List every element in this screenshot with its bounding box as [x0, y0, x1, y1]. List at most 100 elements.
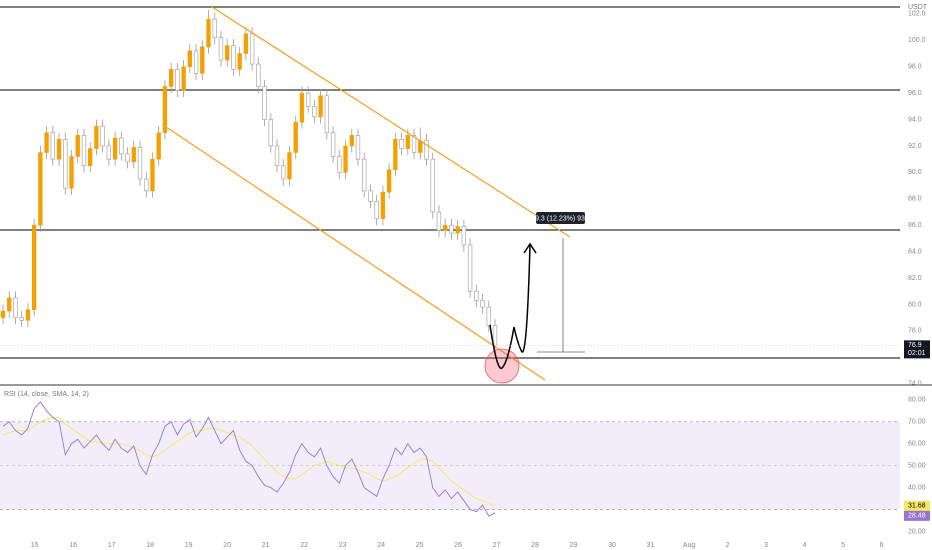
candle-body [443, 224, 448, 231]
y-tick-label: 98.0 [908, 64, 922, 71]
candle-body [455, 226, 460, 234]
candle-body [293, 121, 298, 153]
candle-body [150, 158, 155, 192]
projection-path [489, 244, 531, 369]
x-tick-label: 20 [223, 542, 231, 549]
x-tick-label: 16 [69, 542, 77, 549]
x-tick-label: 25 [416, 542, 424, 549]
rsi-line [2, 401, 496, 517]
candle-body [436, 211, 442, 231]
candle-body [374, 201, 379, 219]
candle-body [119, 137, 124, 155]
x-tick-label: 4 [803, 542, 807, 549]
rsi-sma-box [904, 500, 930, 511]
x-tick-label: 23 [339, 542, 347, 549]
x-tick-label: 17 [108, 542, 116, 549]
candle-body [243, 33, 249, 54]
candle-body [355, 135, 361, 160]
x-tick-label: 5 [841, 542, 845, 549]
price-box [904, 340, 930, 359]
candle-body [63, 139, 68, 189]
currency: USDT [908, 4, 928, 11]
candle-body [256, 63, 261, 87]
candle-body [330, 132, 336, 157]
x-tick-label: 27 [493, 542, 501, 549]
candle-body [380, 191, 386, 219]
rsi-last: 28.48 [908, 513, 926, 520]
x-tick-label: 2 [726, 542, 730, 549]
candle-body [125, 153, 130, 163]
candle-body [88, 148, 93, 167]
x-tick-label: 15 [31, 542, 39, 549]
y-tick-label: 102.0 [908, 11, 926, 18]
candle-body [480, 300, 485, 308]
candle-body [75, 135, 80, 157]
rsi-sma-last: 31.68 [908, 503, 926, 510]
candle-body [287, 152, 292, 180]
candle-body [69, 156, 74, 189]
axes: 102.0 100.0 98.0 96.0 94.0 92.0 90.0 88.0 86.0 84… [0, 11, 930, 549]
candle-body [337, 156, 342, 173]
candle-body [225, 45, 230, 61]
candle-body [25, 309, 31, 321]
candle-body [249, 33, 255, 65]
countdown: 02:01 [908, 350, 926, 357]
candle-body [424, 140, 429, 160]
candle-body [231, 45, 236, 70]
candle-body [305, 92, 311, 107]
y-tick-label: 94.0 [908, 116, 922, 123]
rsi-tick-label: 70.00 [908, 419, 926, 426]
y-tick-label: 92.0 [908, 143, 922, 150]
candle-body [31, 224, 37, 311]
candle-body [324, 95, 330, 134]
candle-body [411, 135, 417, 153]
candle-body [343, 145, 348, 173]
candle-body [318, 95, 323, 118]
candle-body [299, 92, 305, 123]
candle-body [50, 132, 55, 160]
candle-body [162, 86, 168, 134]
x-tick-label: 6 [880, 542, 884, 549]
candle-body [281, 165, 286, 180]
y-tick-label: 88.0 [908, 196, 922, 203]
highlight-circle [484, 348, 520, 384]
candle-body [262, 86, 267, 120]
y-tick-label: 86.0 [908, 222, 922, 229]
rsi-tick-label: 80.00 [908, 397, 926, 404]
candle-body [0, 310, 6, 318]
candle-body [405, 135, 410, 149]
candle-body [449, 224, 454, 234]
x-tick-label: 29 [570, 542, 578, 549]
candle-body [218, 37, 224, 61]
candle-body [349, 135, 354, 147]
candle-body [274, 145, 280, 167]
x-tick-label: 3 [764, 542, 768, 549]
rsi-background [0, 421, 900, 510]
candle-body [175, 69, 180, 91]
x-tick-label: 19 [185, 542, 193, 549]
x-tick-label: 26 [454, 542, 462, 549]
candle-body [268, 119, 273, 147]
candle-body [467, 244, 473, 292]
candle-body [212, 18, 217, 38]
candle-body [187, 50, 193, 67]
x-tick-label: 18 [146, 542, 154, 549]
candle-body [362, 158, 367, 192]
rsi-sma-line [2, 416, 496, 507]
candle-body [418, 140, 423, 153]
candle-body [474, 290, 479, 301]
x-tick-label: 28 [531, 542, 539, 549]
candle-body [19, 317, 24, 321]
candle-body [193, 50, 199, 74]
candle-body [237, 53, 242, 70]
candle-body [56, 139, 62, 160]
candle-body [100, 125, 105, 147]
y-tick-label: 96.0 [908, 90, 922, 97]
candle-body [486, 306, 491, 326]
x-tick-label: 22 [300, 542, 308, 549]
rsi-tick-label: 60.00 [908, 441, 926, 448]
rsi-tick-label: 40.00 [908, 484, 926, 491]
candle-body [200, 46, 205, 74]
channel-upper [211, 6, 571, 238]
